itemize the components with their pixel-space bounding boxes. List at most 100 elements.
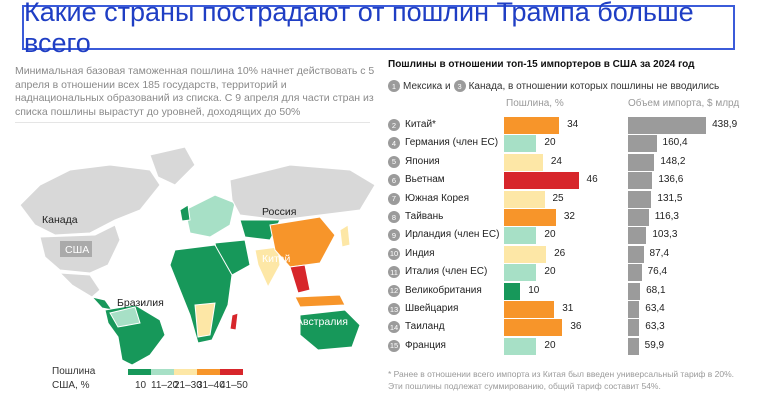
map-label-australia: Австралия bbox=[296, 316, 348, 328]
usa-label-bg bbox=[60, 241, 92, 257]
tariff-bar bbox=[504, 227, 537, 245]
import-value: 63,3 bbox=[645, 321, 665, 333]
map-europe bbox=[184, 194, 236, 238]
world-map: Канада США Россия Китай Бразилия Австрал… bbox=[19, 146, 376, 365]
footnote-line-2: Эти пошлины подлежат суммированию, общий… bbox=[388, 381, 661, 391]
country-name: Индия bbox=[405, 247, 435, 259]
table-row: 5 Япония 24 148,2 bbox=[388, 153, 758, 171]
tariff-value: 36 bbox=[570, 321, 582, 333]
tariff-bar bbox=[504, 135, 537, 153]
map-label-china: Китай bbox=[262, 253, 291, 265]
legend-swatch bbox=[197, 369, 220, 375]
map-japan bbox=[339, 224, 351, 248]
import-bar bbox=[628, 172, 653, 190]
rank-badge: 1 bbox=[388, 80, 400, 92]
import-bar bbox=[628, 301, 640, 318]
map-africa bbox=[169, 244, 233, 344]
tariff-bar bbox=[504, 209, 556, 226]
legend-swatch bbox=[174, 369, 197, 375]
legend-label: 41–50 bbox=[220, 380, 248, 391]
import-bar bbox=[628, 282, 641, 300]
footnote: * Ранее в отношении всего импорта из Кит… bbox=[388, 368, 734, 392]
tariff-value: 20 bbox=[544, 229, 556, 241]
rank-badge: 6 bbox=[388, 174, 400, 187]
legend-label: 21–30 bbox=[174, 380, 202, 391]
subtitle-text-1: Мексика и bbox=[403, 80, 451, 92]
import-value: 160,4 bbox=[662, 137, 688, 149]
country-name: Вьетнам bbox=[405, 174, 445, 186]
tariff-bar bbox=[504, 301, 555, 318]
rank-badge: 14 bbox=[388, 321, 400, 334]
tariff-value: 34 bbox=[567, 119, 579, 130]
intro-text: Минимальная базовая таможенная пошлина 1… bbox=[15, 65, 375, 118]
col-header-import: Объем импорта, $ млрд bbox=[628, 98, 740, 109]
import-value: 136,6 bbox=[658, 174, 684, 186]
map-central-am bbox=[90, 296, 114, 311]
import-bar bbox=[628, 135, 657, 153]
import-value: 76,4 bbox=[647, 266, 668, 278]
tariff-bar bbox=[504, 337, 537, 355]
import-bar bbox=[628, 153, 655, 171]
map-china bbox=[269, 216, 336, 268]
map-label-brazil: Бразилия bbox=[117, 297, 164, 309]
country-name: Германия (член ЕС) bbox=[405, 137, 499, 149]
import-value: 63,4 bbox=[645, 303, 665, 314]
legend-label: 31–40 bbox=[197, 380, 225, 391]
chart-subtitle: 1 Мексика и 3 Канада, в отношении которы… bbox=[388, 80, 719, 92]
tariff-value: 31 bbox=[562, 303, 574, 314]
import-bar bbox=[628, 337, 639, 355]
import-bar bbox=[628, 264, 642, 282]
country-name: Япония bbox=[405, 155, 440, 167]
tariff-value: 26 bbox=[554, 247, 566, 259]
tariff-value: 25 bbox=[552, 192, 564, 204]
import-bar bbox=[628, 245, 644, 263]
table-row: 13 Швейцария 31 63,4 bbox=[388, 301, 758, 318]
table-row: 15 Франция 20 59,9 bbox=[388, 337, 758, 355]
map-madagascar bbox=[229, 312, 239, 331]
chart-title: Пошлины в отношении топ-15 импортеров в … bbox=[388, 59, 695, 70]
tariff-bar bbox=[504, 117, 560, 134]
legend-title-2: США, % bbox=[52, 380, 90, 391]
map-canada bbox=[19, 164, 161, 236]
tariff-bar bbox=[504, 282, 521, 300]
map-se-asia bbox=[289, 264, 311, 294]
tariff-value: 20 bbox=[544, 266, 556, 278]
map-greenland bbox=[149, 146, 196, 186]
subtitle-text-2: Канада, в отношении которых пошлины не в… bbox=[468, 80, 720, 92]
map-australia bbox=[299, 309, 361, 351]
country-name: Китай* bbox=[405, 119, 436, 130]
rank-badge: 11 bbox=[388, 266, 400, 279]
table-row: 12 Великобритания 10 68,1 bbox=[388, 282, 758, 300]
legend-swatch bbox=[220, 369, 243, 375]
table-row: 4 Германия (член ЕС) 20 160,4 bbox=[388, 135, 758, 153]
tariff-bar bbox=[504, 245, 547, 263]
rank-badge: 13 bbox=[388, 303, 400, 315]
country-name: Швейцария bbox=[405, 303, 459, 314]
rank-badge: 2 bbox=[388, 119, 400, 131]
rank-badge: 7 bbox=[388, 192, 400, 205]
map-label-russia: Россия bbox=[262, 206, 296, 218]
legend-label: 11–20 bbox=[151, 380, 179, 391]
map-uk bbox=[179, 204, 191, 222]
import-value: 59,9 bbox=[644, 339, 665, 351]
rank-badge: 8 bbox=[388, 211, 400, 223]
import-value: 131,5 bbox=[657, 192, 683, 204]
country-name: Ирландия (член ЕС) bbox=[405, 229, 500, 241]
country-name: Южная Корея bbox=[405, 192, 469, 204]
import-bar bbox=[628, 209, 649, 226]
country-name: Таиланд bbox=[405, 321, 445, 333]
table-row: 2 Китай* 34 438,9 bbox=[388, 117, 758, 134]
import-bar bbox=[628, 117, 707, 134]
tariff-value: 10 bbox=[528, 284, 540, 296]
import-value: 148,2 bbox=[660, 155, 686, 167]
import-value: 68,1 bbox=[646, 284, 666, 296]
country-name: Тайвань bbox=[405, 211, 444, 222]
tariff-bar bbox=[504, 172, 579, 190]
import-bar bbox=[628, 190, 652, 208]
divider bbox=[15, 122, 370, 123]
import-value: 87,4 bbox=[649, 247, 670, 259]
import-bar bbox=[628, 319, 640, 337]
rank-badge: 10 bbox=[388, 247, 400, 260]
rank-badge: 5 bbox=[388, 155, 400, 168]
tariff-value: 20 bbox=[544, 137, 556, 149]
